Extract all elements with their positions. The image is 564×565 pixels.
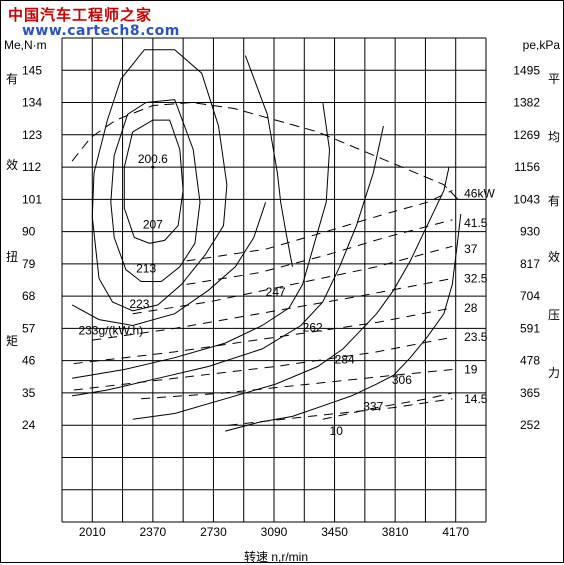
y-right-tick-label: 704 xyxy=(520,289,540,303)
watermark-cn: 中国汽车工程师之家 xyxy=(8,6,153,24)
y-left-tick-label: 46 xyxy=(22,354,36,368)
y-right-char: 力 xyxy=(548,366,561,380)
bsfc-contour xyxy=(110,99,201,282)
grid xyxy=(61,37,487,523)
power-label: 37 xyxy=(464,242,478,256)
x-tick-label: 2010 xyxy=(79,525,106,539)
power-line xyxy=(141,369,453,400)
power-line xyxy=(322,392,453,420)
y-left-tick-label: 145 xyxy=(22,63,42,77)
y-right-tick-label: 1382 xyxy=(513,96,540,110)
y-left-tick-label: 101 xyxy=(22,192,42,206)
y-left-tick-label: 123 xyxy=(22,128,42,142)
power-line xyxy=(186,219,453,285)
power-label: 41.5 xyxy=(464,216,488,230)
y-left-tick-label: 68 xyxy=(22,289,36,303)
y-right-tick-label: 1269 xyxy=(513,128,540,142)
bsfc-label: 337 xyxy=(363,400,383,414)
x-axis-label: 转速 n,r/min xyxy=(244,550,309,564)
power-label: 19 xyxy=(464,362,478,376)
power-label: 32.5 xyxy=(464,272,488,286)
bsfc-contour xyxy=(72,102,331,379)
power-line xyxy=(92,278,453,341)
power-line xyxy=(186,190,453,262)
y-right-tick-label: 1043 xyxy=(513,192,540,206)
y-right-char: 效 xyxy=(548,250,561,264)
power-label: 14.5 xyxy=(464,392,488,406)
y-left-tick-label: 35 xyxy=(22,386,36,400)
bsfc-label: 247 xyxy=(266,285,286,299)
power-label: 10 xyxy=(330,424,344,438)
bsfc-label: 284 xyxy=(335,353,355,367)
y-right-tick-label: 930 xyxy=(520,225,540,239)
bsfc-contour xyxy=(132,166,450,420)
y-left-tick-label: 90 xyxy=(22,225,36,239)
bsfc-contour xyxy=(225,213,462,432)
y-right-tick-label: 591 xyxy=(520,321,540,335)
bsfc-contour xyxy=(91,49,228,312)
power-line xyxy=(132,245,453,315)
labels: 2010 2370 2730 3090 3450 3810 4170 145 134 123 112… xyxy=(22,63,540,539)
y-left-char: 扭 xyxy=(6,250,19,264)
y-left-tick-label: 79 xyxy=(22,257,36,271)
y-right-char: 压 xyxy=(548,308,561,322)
y-right-tick-label: 252 xyxy=(520,418,540,432)
y-right-char: 平 xyxy=(548,72,561,86)
power-line xyxy=(228,398,453,426)
curves xyxy=(71,49,462,432)
power-label: 28 xyxy=(464,301,478,315)
bsfc-contour xyxy=(71,202,267,327)
y-left-tick-label: 134 xyxy=(22,96,42,110)
watermark-url: www.cartech8.com xyxy=(22,23,180,39)
y-axis-left-label: Me,N·m xyxy=(4,38,47,52)
power-label: 23.5 xyxy=(464,330,488,344)
x-tick-label: 3810 xyxy=(382,525,409,539)
optimum-label: 200.6 xyxy=(138,152,168,166)
bsfc-label: 306 xyxy=(392,373,412,387)
y-right-char: 均 xyxy=(548,130,561,144)
full-load-curve xyxy=(71,101,462,203)
y-right-char: 有 xyxy=(548,194,561,208)
y-left-char: 矩 xyxy=(6,334,19,348)
bsfc-contour xyxy=(123,119,184,244)
bsfc-label: 207 xyxy=(143,218,163,232)
x-tick-label: 2730 xyxy=(200,525,227,539)
y-left-tick-label: 112 xyxy=(22,160,41,174)
y-right-tick-label: 1156 xyxy=(514,160,540,174)
x-tick-label: 2370 xyxy=(140,525,167,539)
y-left-char: 效 xyxy=(6,158,19,172)
bsfc-contour xyxy=(244,55,293,267)
x-tick-label: 3450 xyxy=(321,525,348,539)
y-right-tick-label: 817 xyxy=(520,257,540,271)
y-right-tick-label: 478 xyxy=(520,354,540,368)
power-line xyxy=(73,307,453,365)
optimum-point xyxy=(151,165,155,169)
y-right-tick-label: 365 xyxy=(520,386,540,400)
y-right-tick-label: 1495 xyxy=(513,63,540,77)
x-tick-label: 3090 xyxy=(261,525,288,539)
y-axis-right-label: pe,kPa xyxy=(522,38,560,52)
bsfc-label: 233g/(kW.h) xyxy=(78,323,143,337)
y-left-tick-label: 24 xyxy=(22,418,36,432)
x-tick-label: 4170 xyxy=(442,525,469,539)
power-label: 46kW xyxy=(464,186,495,200)
bsfc-label: 262 xyxy=(303,320,323,334)
bsfc-label: 213 xyxy=(136,262,156,276)
power-line xyxy=(73,336,453,391)
y-left-char: 有 xyxy=(6,72,19,86)
bsfc-label: 223 xyxy=(129,297,149,311)
y-left-tick-label: 57 xyxy=(22,321,36,335)
